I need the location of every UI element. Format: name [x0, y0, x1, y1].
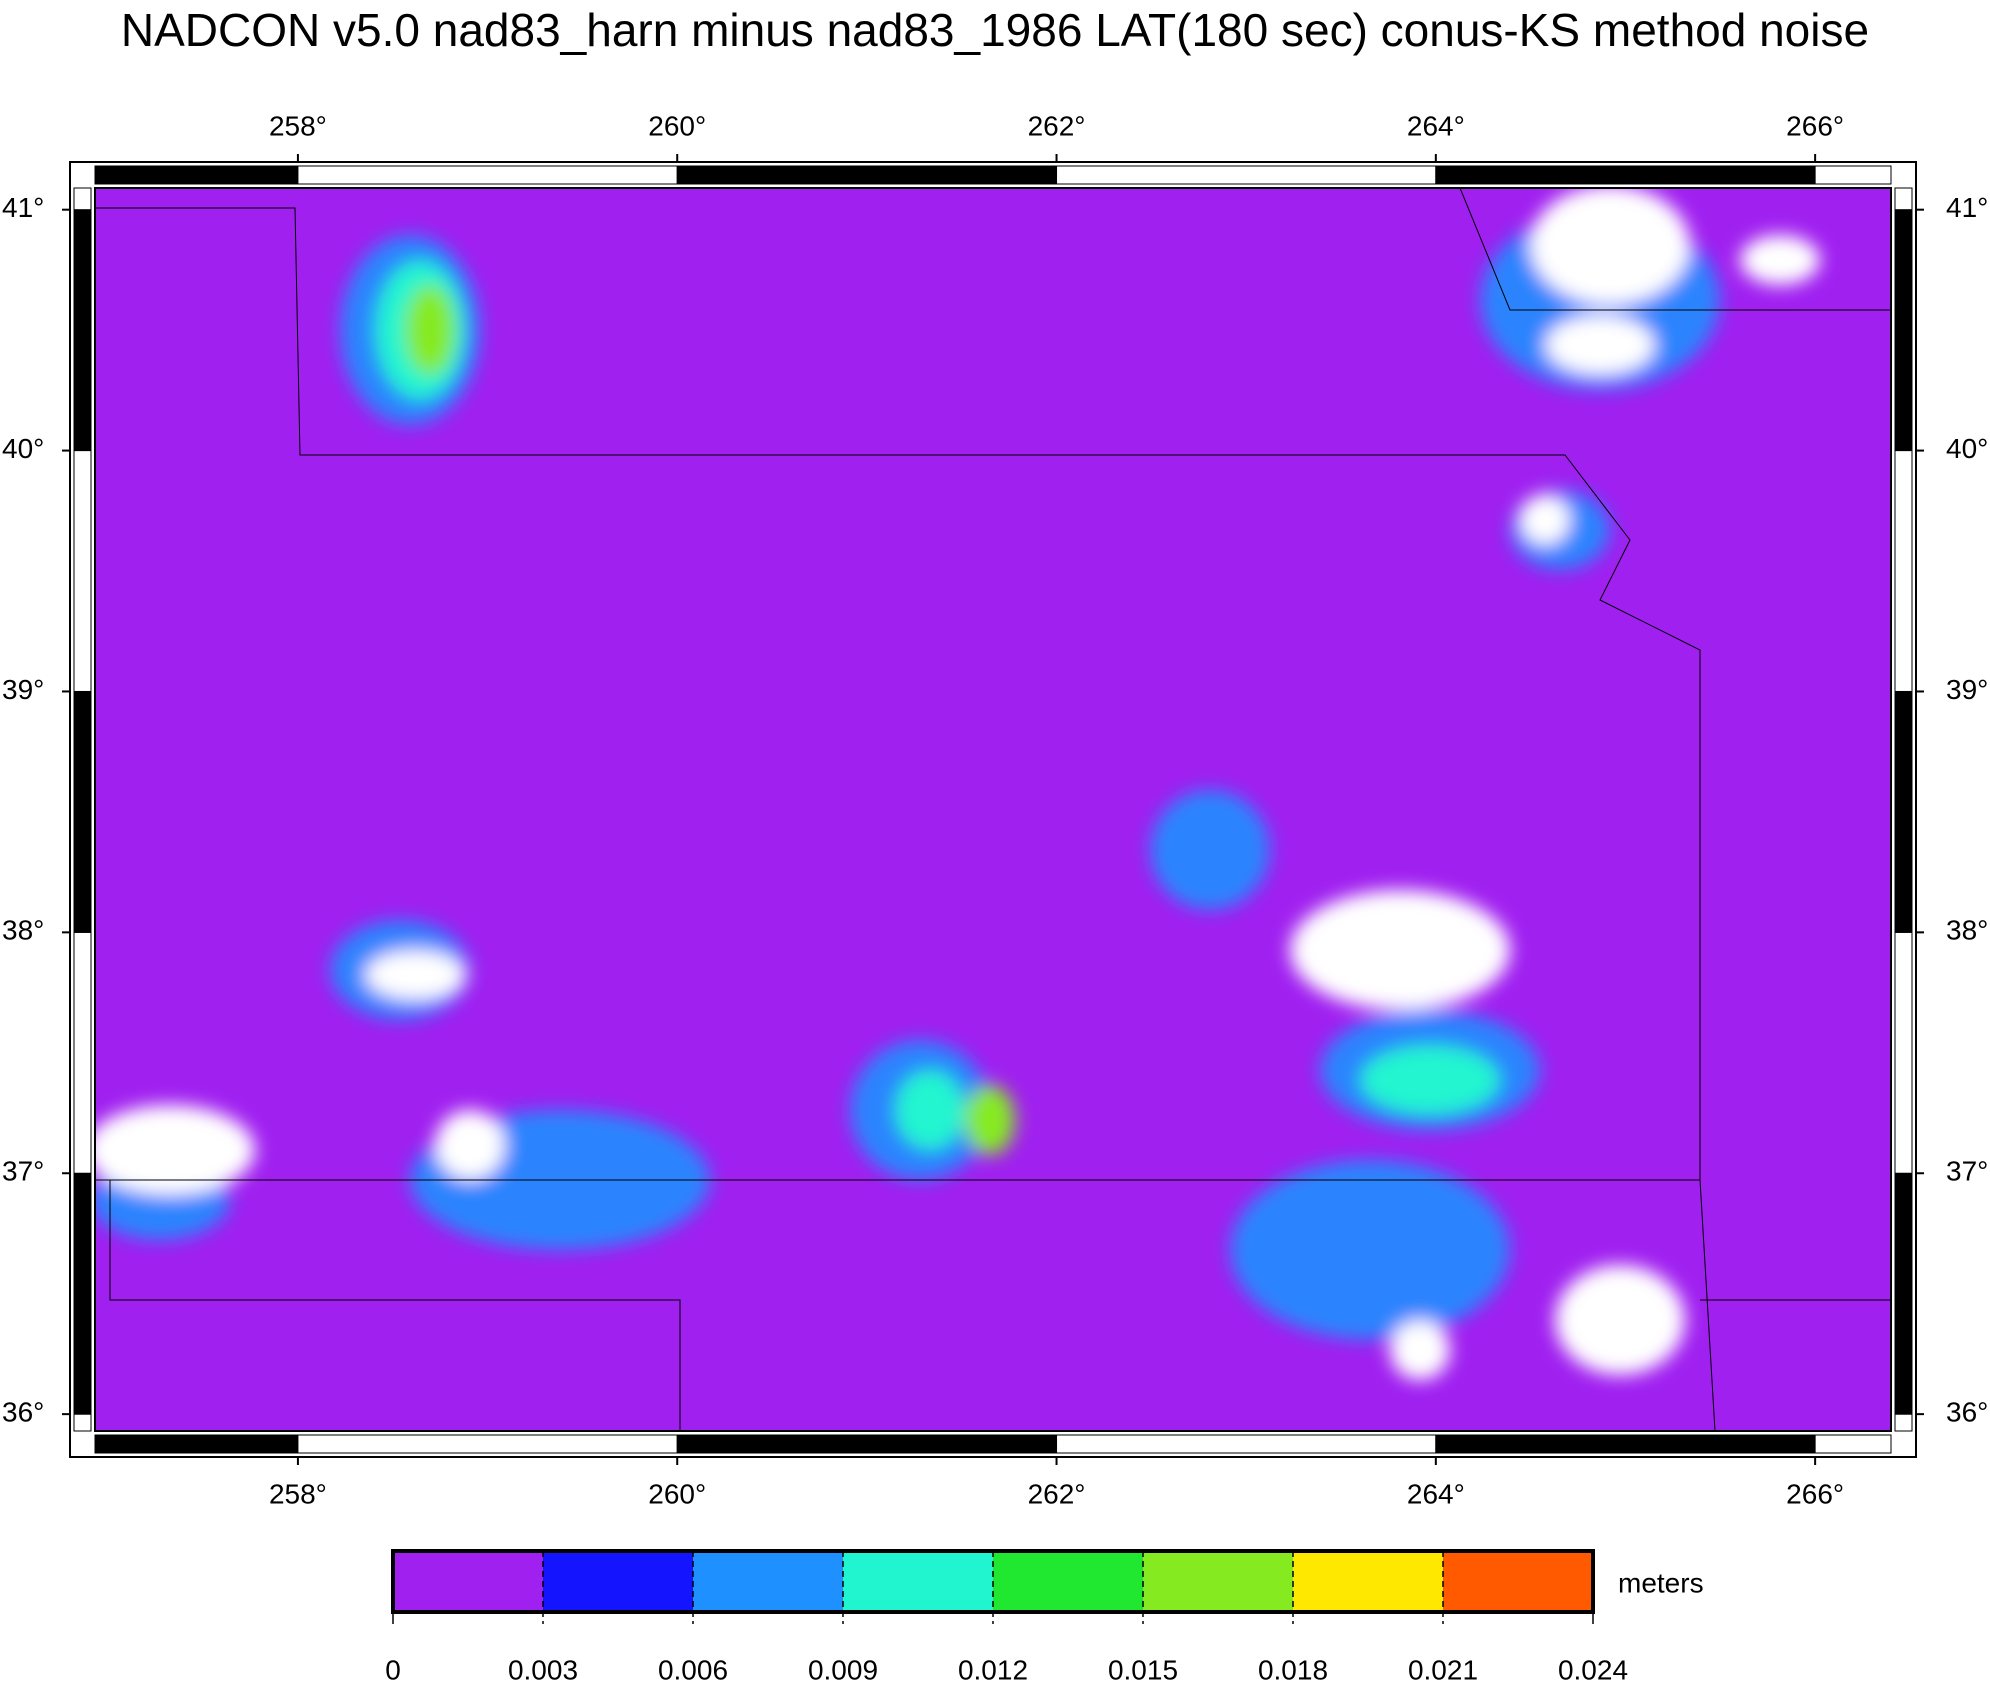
frame-bar	[73, 450, 92, 692]
colorbar-segment	[393, 1551, 543, 1612]
frame-bar	[73, 187, 92, 211]
colorbar-tick-label: 0.015	[1108, 1654, 1178, 1685]
frame-bar	[1894, 187, 1913, 211]
colorbar-segment	[843, 1551, 993, 1612]
colorbar-segment	[1293, 1551, 1443, 1612]
frame-bar	[297, 1434, 678, 1454]
frame-bar	[676, 1434, 1058, 1454]
frame-bar	[1894, 690, 1913, 933]
x-tick-label: 262°	[1028, 1478, 1086, 1509]
frame-bar	[1894, 450, 1913, 692]
colorbar-tick-label: 0.012	[958, 1654, 1028, 1685]
colorbar-tick-label: 0.003	[508, 1654, 578, 1685]
frame-bar	[94, 165, 299, 185]
frame-outer	[69, 161, 1917, 1458]
frame-inner	[94, 187, 1892, 1432]
x-tick-label: 260°	[648, 1478, 706, 1509]
y-tick-label: 40°	[2, 433, 44, 464]
x-tick-label: 264°	[1407, 110, 1465, 141]
x-tick-label: 260°	[648, 110, 706, 141]
frame-bar	[73, 1172, 92, 1415]
frame-bar	[73, 209, 92, 452]
y-tick-label: 36°	[2, 1397, 44, 1428]
y-tick-label: 36°	[1946, 1397, 1988, 1428]
x-tick-label: 258°	[269, 1478, 327, 1509]
x-tick-label: 258°	[269, 110, 327, 141]
y-tick-label: 41°	[1946, 192, 1988, 223]
frame-bar	[1435, 1434, 1816, 1454]
colorbar-tick-label: 0.006	[658, 1654, 728, 1685]
colorbar-frame	[391, 1549, 1595, 1614]
y-tick-label: 38°	[2, 915, 44, 946]
y-tick-label: 39°	[1946, 674, 1988, 705]
frame-bar	[94, 1434, 299, 1454]
x-tick-label: 264°	[1407, 1478, 1465, 1509]
frame-bar	[1894, 1413, 1913, 1432]
colorbar-label: meters	[1618, 1567, 1704, 1598]
frame-bar	[73, 1413, 92, 1432]
colorbar-segment	[543, 1551, 693, 1612]
frame-bar	[1894, 1172, 1913, 1415]
y-tick-label: 37°	[2, 1156, 44, 1187]
colorbar-segment	[693, 1551, 843, 1612]
frame-bar	[676, 165, 1058, 185]
y-tick-label: 38°	[1946, 915, 1988, 946]
noise-texture	[95, 188, 1820, 1380]
colorbar-tick-label: 0.021	[1408, 1654, 1478, 1685]
frame-bar	[1894, 209, 1913, 452]
frame-bar	[1894, 931, 1913, 1174]
y-tick-label: 40°	[1946, 433, 1988, 464]
frame-bar	[1056, 1434, 1437, 1454]
colorbar-segment	[1443, 1551, 1593, 1612]
colorbar-segment	[993, 1551, 1143, 1612]
x-tick-label: 266°	[1786, 1478, 1844, 1509]
colorbar-tick-label: 0.024	[1558, 1654, 1628, 1685]
colorbar-segment	[1143, 1551, 1293, 1612]
state-borders	[95, 188, 1891, 1431]
frame-bar	[297, 165, 678, 185]
colorbar-tick-label: 0.009	[808, 1654, 878, 1685]
y-tick-label: 41°	[2, 192, 44, 223]
frame-bar	[1435, 165, 1816, 185]
frame-bar	[73, 931, 92, 1174]
colorbar-tick-label: 0	[385, 1654, 401, 1685]
frame-bar	[1814, 1434, 1892, 1454]
x-tick-label: 262°	[1028, 110, 1086, 141]
x-tick-label: 266°	[1786, 110, 1844, 141]
frame-bar	[73, 690, 92, 933]
frame-bar	[1056, 165, 1437, 185]
frame-bar	[1814, 165, 1892, 185]
y-tick-label: 39°	[2, 674, 44, 705]
chart-title: NADCON v5.0 nad83_harn minus nad83_1986 …	[121, 4, 1869, 56]
y-tick-label: 37°	[1946, 1156, 1988, 1187]
colorbar-tick-label: 0.018	[1258, 1654, 1328, 1685]
